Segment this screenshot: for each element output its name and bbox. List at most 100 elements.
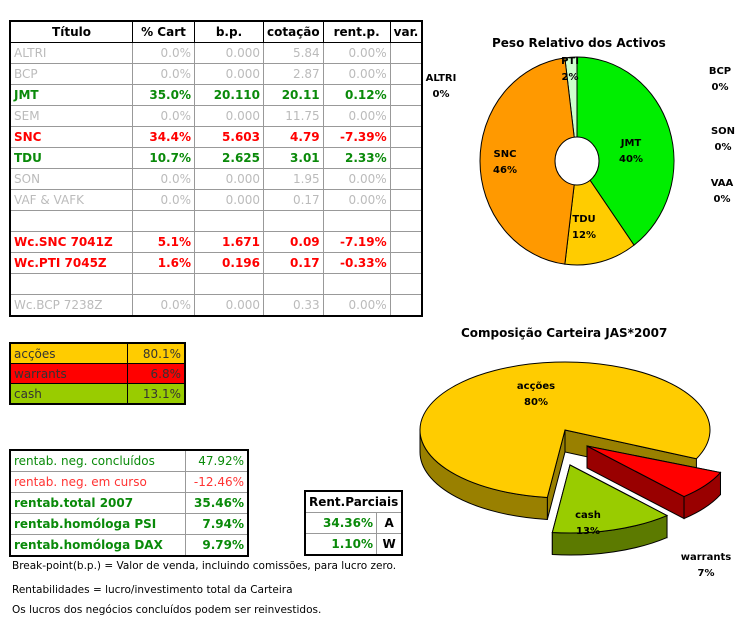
pie2-label-warrants-value: 7% [697, 568, 715, 579]
cell-titulo: SEM [9, 105, 133, 127]
cell-rent: 0.00% [322, 42, 391, 64]
cell-var [389, 294, 423, 317]
column-header: % Cart [132, 20, 195, 43]
pie1-label-altri: ALTRI 0% [411, 71, 471, 103]
returns-value: 9.79% [185, 534, 249, 557]
pie1-label-bcp-value: 0% [711, 82, 729, 93]
table-row: SNC 34.4% 5.603 4.79 -7.39% [9, 126, 423, 148]
pie2-slice-cash [551, 464, 669, 534]
portfolio-table: Título% Cart b.p. cotação rent.p. var. ALTRI… [9, 20, 424, 317]
pie1-label-jmt: JMT 40% [601, 136, 661, 168]
cell-bp: 0.000 [194, 294, 264, 317]
cell-rent: 0.00% [322, 189, 391, 211]
pie1-label-pti-name: PTI [561, 56, 579, 67]
pie1-label-snc: SNC 46% [475, 147, 535, 179]
cell-cart: 0.0% [132, 294, 195, 317]
pie2-label-accoes-value: 80% [524, 397, 548, 408]
cell-cot: 0.17 [263, 252, 324, 274]
pie1-label-son-value: 0% [714, 142, 732, 153]
pie1-label-snc-value: 46% [493, 165, 517, 176]
partial-value: 1.10% [304, 533, 377, 556]
column-header: b.p. [194, 20, 264, 43]
pie1-label-bcp-name: BCP [708, 66, 732, 77]
allocation-row: cash 13.1% [9, 383, 186, 405]
returns-label: rentab.homóloga PSI [9, 513, 186, 535]
chart1-title: Peso Relativo dos Activos [492, 36, 666, 50]
column-header: var. [389, 20, 423, 43]
donut-hole [554, 136, 600, 186]
allocation-value: 6.8% [127, 363, 186, 384]
pie1-label-pti-value: 2% [561, 72, 579, 83]
pie2-slice-warrants [586, 445, 722, 498]
pie1-label-jmt-name: JMT [620, 138, 642, 149]
allocation-label: cash [9, 383, 128, 405]
allocation-label: warrants [9, 363, 128, 384]
table-row: JMT 35.0% 20.110 20.11 0.12% [9, 84, 423, 106]
table-row: ALTRI 0.0% 0.000 5.84 0.00% [9, 42, 423, 64]
partial-code: A [375, 512, 403, 534]
returns-label: rentab. neg. em curso [9, 471, 186, 493]
returns-value: 7.94% [185, 513, 249, 535]
pie2-slice-acções [419, 361, 711, 499]
pie1-label-pti: PTI 2% [540, 54, 600, 86]
note-rentabilidades: Rentabilidades = lucro/investimento tota… [12, 584, 293, 596]
cell-rent: 0.00% [322, 63, 391, 85]
cell-cart: 5.1% [132, 231, 195, 253]
pie2-label-warrants: warrants 7% [676, 550, 736, 582]
returns-value: 47.92% [185, 449, 249, 472]
cell-cot: 5.84 [263, 42, 324, 64]
allocation-table: acções 80.1% warrants 6.8% cash 13.1% [9, 342, 186, 405]
pie-slice-tdu [564, 159, 635, 266]
pie2-label-warrants-name: warrants [680, 552, 732, 563]
pie1-label-tdu-name: TDU [572, 214, 596, 225]
table-row [9, 273, 423, 295]
pie1-label-bcp: BCP 0% [690, 64, 750, 96]
pie2-label-accoes-name: acções [516, 381, 556, 392]
table-row: Wc.PTI 7045Z 1.6% 0.196 0.17 -0.33% [9, 252, 423, 274]
cell-titulo: Wc.PTI 7045Z [9, 252, 133, 274]
allocation-row: acções 80.1% [9, 342, 186, 364]
pie2-label-cash-value: 13% [576, 526, 600, 537]
cell-cart: 0.0% [132, 105, 195, 127]
partial-code: W [375, 533, 403, 556]
pie1-label-tdu-value: 12% [572, 230, 596, 241]
cell-cart: 0.0% [132, 168, 195, 190]
allocation-value: 80.1% [127, 342, 186, 364]
table-row: TDU 10.7% 2.625 3.01 2.33% [9, 147, 423, 169]
cell-cart: 34.4% [132, 126, 195, 148]
cell-bp: 0.000 [194, 189, 264, 211]
pie1-label-son: SON 0% [693, 124, 753, 156]
pie1-label-altri-value: 0% [432, 89, 450, 100]
cell-bp: 2.625 [194, 147, 264, 169]
returns-row: rentab.homóloga PSI 7.94% [9, 513, 249, 535]
pie-slice-jmt [576, 56, 675, 246]
cell-titulo: Wc.SNC 7041Z [9, 231, 133, 253]
returns-row: rentab. neg. concluídos 47.92% [9, 449, 249, 472]
cell-cart: 10.7% [132, 147, 195, 169]
note-lucros: Os lucros dos negócios concluídos podem … [12, 604, 322, 616]
cell-titulo: SNC [9, 126, 133, 148]
pie1-label-jmt-value: 40% [619, 154, 643, 165]
cell-titulo: Wc.BCP 7238Z [9, 294, 133, 317]
note-breakpoint: Break-point(b.p.) = Valor de venda, incl… [12, 560, 397, 572]
cell-bp: 0.000 [194, 63, 264, 85]
partial-value: 34.36% [304, 512, 377, 534]
pie1-label-vaa-name: VAA [710, 178, 734, 189]
returns-table: rentab. neg. concluídos 47.92% rentab. neg… [9, 449, 249, 557]
returns-value: -12.46% [185, 471, 249, 493]
pie1-label-altri-name: ALTRI [425, 73, 457, 84]
pie2-label-cash-name: cash [575, 510, 601, 521]
cell-bp: 0.196 [194, 252, 264, 274]
table-row: Wc.BCP 7238Z 0.0% 0.000 0.33 0.00% [9, 294, 423, 317]
cell-var [389, 273, 423, 295]
returns-row: rentab. neg. em curso -12.46% [9, 471, 249, 493]
pie1-label-son-name: SON [710, 126, 736, 137]
allocation-row: warrants 6.8% [9, 363, 186, 384]
pie-slice-snc [479, 57, 578, 265]
cell-cot: 20.11 [263, 84, 324, 106]
cell-bp [194, 273, 264, 295]
pie1-label-tdu: TDU 12% [554, 212, 614, 244]
returns-value: 35.46% [185, 492, 249, 514]
returns-label: rentab.homóloga DAX [9, 534, 186, 557]
